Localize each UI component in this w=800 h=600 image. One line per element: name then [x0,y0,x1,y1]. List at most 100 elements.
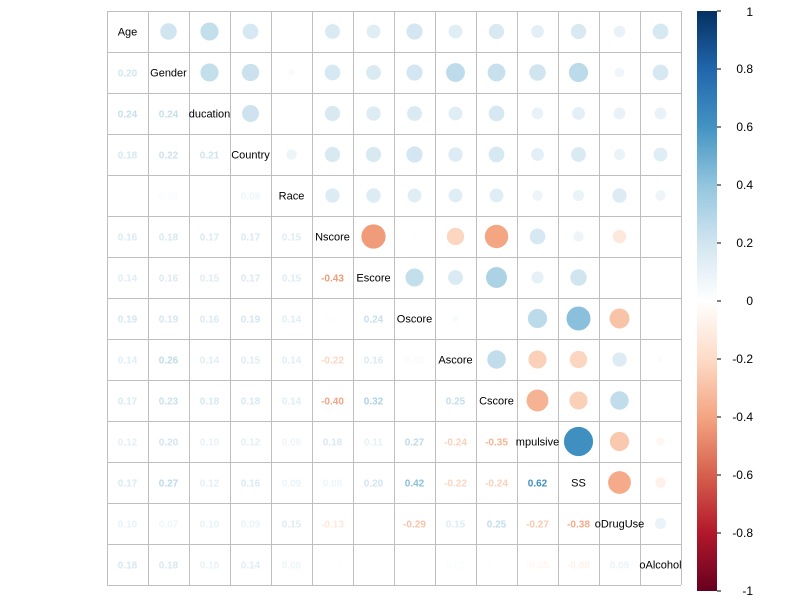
correlation-value: 0.00 [364,561,384,572]
correlation-circle [529,228,546,245]
correlation-circle [657,356,664,363]
correlation-circle [487,63,506,82]
correlation-circle [486,267,507,288]
correlation-circle [654,107,667,120]
correlation-value: 0.17 [118,397,138,408]
variable-label: mpulsive [516,437,559,449]
correlation-value: 0.14 [282,397,302,408]
colorbar-tick-label: 0.6 [736,120,753,134]
correlation-circle [488,105,505,122]
correlation-value: 0.12 [200,479,220,490]
correlation-value: 0.00 [405,397,425,408]
correlation-circle [488,23,505,40]
correlation-value: 0.25 [487,520,507,531]
correlation-value: 0.20 [118,69,138,80]
colorbar-tick-label: -1 [742,584,753,598]
correlation-value: 0.08 [241,192,261,203]
correlation-circle [324,146,341,163]
correlation-value: 0.12 [118,438,138,449]
correlation-circle [366,106,381,121]
correlation-circle [609,308,630,329]
correlation-value: 0.15 [282,233,302,244]
cells-layer: Age 0.20 Gender 0.24 0.24 ducation 0.18 0.22 0.2… [118,22,682,572]
correlation-circle [573,231,584,242]
correlation-circle [608,471,631,494]
correlation-value: 0.07 [159,520,179,531]
correlation-value: -0.43 [321,274,344,285]
correlation-circle [655,477,666,488]
correlation-circle [489,188,504,203]
correlation-value: 0.21 [200,151,220,162]
correlation-value: -0.13 [321,520,344,531]
correlation-value: 0.16 [200,315,220,326]
correlation-circle [242,23,259,40]
correlation-circle [324,64,341,81]
correlation-circle [652,23,669,40]
correlation-value: 0.18 [118,151,138,162]
correlation-value: 0.15 [282,274,302,285]
correlation-value: 0.18 [323,438,343,449]
variable-label: Oscore [397,314,432,326]
correlation-value: 0.10 [200,520,220,531]
correlation-value: -0.01 [321,315,344,326]
correlation-value: 0.62 [528,479,548,490]
correlation-circle [366,24,381,39]
correlation-value: 0.19 [118,315,138,326]
variable-label: Race [279,191,305,203]
correlation-circle [200,63,219,82]
correlation-circle [324,105,341,122]
correlation-circle [446,63,465,82]
correlation-circle [612,352,627,367]
correlation-value: 0.00 [364,520,384,531]
variable-label: Escore [356,273,390,285]
correlation-value: 0.15 [282,520,302,531]
correlation-value: -0.29 [403,520,426,531]
correlation-circle [529,64,546,81]
correlation-circle [610,391,629,410]
variable-label: Ascore [438,355,472,367]
correlation-circle [448,106,463,121]
correlation-value: 0.15 [241,356,261,367]
correlation-value: 0.08 [282,438,302,449]
correlation-value: -0.35 [485,438,508,449]
correlation-value: 0.03 [159,192,179,203]
correlation-value: 0.25 [446,397,466,408]
correlation-value: 0.17 [200,233,220,244]
correlation-circle [656,437,665,446]
correlation-circle [288,69,295,76]
colorbar-tick-label: 0.4 [736,178,753,192]
correlation-value: -0.40 [321,397,344,408]
variable-label: ducation [189,109,231,121]
correlation-circle [528,350,547,369]
correlation-circle [325,188,340,203]
correlation-circle [612,229,627,244]
correlation-value: 0.10 [200,438,220,449]
variable-label: Cscore [479,396,514,408]
correlation-value: 0.19 [159,315,179,326]
colorbar-tick-label: 0.8 [736,62,753,76]
colorbar-gradient [697,11,717,591]
correlation-value: 0.10 [118,520,138,531]
correlation-value: 0.09 [282,479,302,490]
correlation-value: -0.38 [567,520,590,531]
correlation-value: 0.17 [241,274,261,285]
correlation-value: 0.00 [405,561,425,572]
colorbar-tick-label: -0.6 [732,468,753,482]
correlation-circle [613,148,626,161]
correlation-value: 0.18 [200,397,220,408]
correlation-circle [160,23,177,40]
correlation-value: 0.42 [405,479,425,490]
correlation-value: 0.14 [118,356,138,367]
correlation-value: 0.27 [405,438,425,449]
correlation-value: 0.16 [241,479,261,490]
correlation-value: 0.27 [159,479,179,490]
correlation-value: 0.18 [118,561,138,572]
correlation-circle [654,517,667,530]
correlation-circle [412,234,417,239]
correlation-circle [572,107,585,120]
colorbar-tick-label: -0.4 [732,410,753,424]
correlation-circle [405,268,424,287]
correlation-circle [242,105,259,122]
correlation-circle [570,23,587,40]
correlation-value: 0.17 [241,233,261,244]
